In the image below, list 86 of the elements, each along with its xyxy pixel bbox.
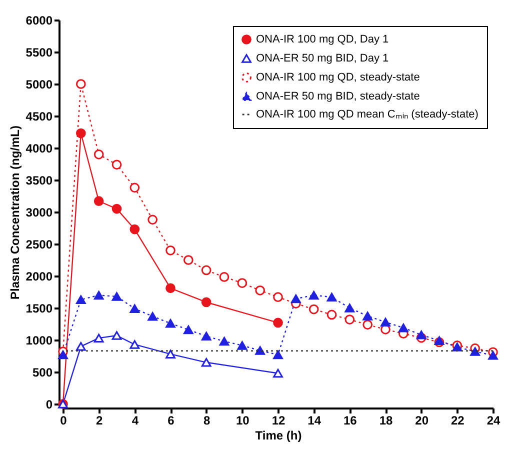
point [255, 346, 266, 355]
point [201, 358, 212, 367]
legend-label: ONA-ER 50 mg BID, steady-state [256, 90, 420, 102]
point [94, 196, 104, 206]
point [219, 336, 230, 346]
point [94, 149, 104, 160]
y-tick-label: 1000 [26, 334, 53, 348]
x-tick-label: 12 [272, 414, 286, 428]
point [255, 285, 266, 296]
y-tick-label: 4500 [26, 110, 53, 124]
point [166, 283, 176, 294]
point [308, 304, 319, 314]
point [380, 318, 390, 326]
point [470, 347, 480, 356]
point [183, 325, 194, 334]
legend-label: ONA-IR 100 mg QD, steady-state [256, 72, 420, 84]
point [416, 330, 426, 340]
y-tick-label: 6000 [26, 14, 53, 28]
point [201, 297, 212, 308]
point [130, 304, 140, 314]
point [326, 292, 337, 302]
x-tick-label: 2 [96, 414, 103, 428]
point [344, 304, 355, 312]
y-tick-label: 5500 [26, 46, 53, 60]
point [112, 160, 122, 170]
point [201, 265, 212, 276]
x-tick-label: 8 [203, 414, 210, 428]
point [273, 318, 283, 328]
point [112, 292, 122, 301]
point [201, 332, 212, 341]
legend-label: ONA-IR 100 mg QD, Day 1 [256, 34, 389, 46]
x-tick-label: 14 [308, 414, 322, 428]
legend-label: ONA-IR 100 mg QD mean Cₘᵢₙ (steady-state) [256, 108, 478, 120]
point [148, 214, 158, 225]
y-tick-label: 3500 [26, 174, 53, 188]
y-tick-label: 4000 [26, 142, 53, 156]
point [273, 292, 283, 302]
x-tick-label: 10 [236, 414, 250, 428]
x-tick-label: 22 [450, 414, 465, 428]
point [112, 204, 122, 214]
x-tick-label: 24 [486, 414, 500, 428]
point [94, 334, 104, 342]
y-tick-label: 500 [32, 366, 53, 380]
point [273, 350, 283, 360]
point [94, 290, 104, 300]
point [112, 331, 122, 340]
point [344, 314, 355, 324]
x-tick-label: 16 [343, 414, 358, 428]
x-tick-label: 20 [415, 414, 429, 428]
point [76, 295, 86, 304]
y-tick-label: 3000 [26, 206, 53, 220]
point [166, 245, 176, 256]
point [488, 350, 498, 360]
x-tick-label: 6 [168, 414, 175, 428]
x-tick-label: 4 [132, 414, 139, 428]
y-axis-title: Plasma Concentration (ng/mL) [8, 125, 22, 300]
legend-label: ONA-ER 50 mg BID, Day 1 [256, 52, 389, 64]
point [362, 320, 373, 330]
point [76, 128, 86, 138]
point [273, 368, 283, 378]
point [290, 294, 301, 304]
point [166, 350, 176, 358]
y-tick-label: 2500 [26, 238, 53, 252]
point [76, 79, 86, 89]
point [308, 290, 319, 300]
point [58, 350, 68, 360]
y-tick-label: 0 [46, 398, 53, 412]
x-tick-label: 18 [379, 414, 393, 428]
x-axis-title: Time (h) [255, 428, 302, 442]
point [148, 312, 158, 321]
point [166, 318, 176, 328]
y-tick-label: 5000 [26, 78, 53, 92]
point [130, 224, 140, 234]
point [183, 255, 194, 265]
point [398, 323, 408, 332]
point [326, 310, 337, 320]
point [237, 278, 248, 288]
x-tick-label: 0 [60, 414, 68, 428]
y-tick-label: 1500 [26, 302, 53, 316]
point [237, 341, 248, 350]
point [130, 182, 140, 193]
y-tick-label: 2000 [26, 270, 53, 284]
point [362, 312, 373, 320]
point [130, 340, 140, 349]
point [219, 272, 230, 282]
point [76, 342, 86, 351]
